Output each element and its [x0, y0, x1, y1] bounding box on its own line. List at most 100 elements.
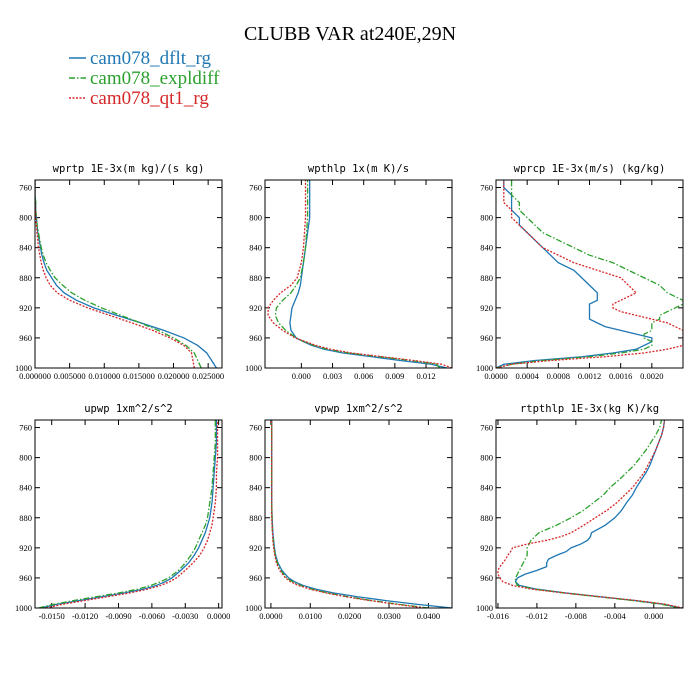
panel-title: wpthlp 1x(m K)/s: [308, 163, 409, 175]
y-tick-label: 920: [19, 543, 32, 553]
y-tick-label: 920: [249, 543, 262, 553]
x-tick-label: 0.0100: [299, 611, 322, 621]
y-tick-label: 800: [19, 213, 32, 223]
y-tick-label: 760: [19, 183, 32, 193]
x-tick-label: 0.025000: [192, 371, 224, 381]
y-tick-label: 960: [480, 573, 493, 583]
y-tick-label: 760: [249, 183, 262, 193]
panel-title: wprtp 1E-3x(m kg)/(s kg): [53, 163, 205, 175]
x-tick-label: 0.0400: [417, 611, 440, 621]
x-tick-label: 0.0004: [515, 371, 539, 381]
x-tick-label: 0.006: [354, 371, 373, 381]
x-tick-label: -0.004: [604, 611, 627, 621]
x-tick-label: -0.0120: [72, 611, 98, 621]
y-tick-label: 920: [249, 303, 262, 313]
x-tick-label: 0.0000: [484, 371, 507, 381]
x-tick-label: 0.0012: [578, 371, 601, 381]
y-tick-label: 880: [249, 273, 262, 283]
panel-title: rtpthlp 1E-3x(kg K)/kg: [520, 403, 659, 415]
legend: cam078_dflt_rg cam078_expldiff cam078_qt…: [69, 48, 220, 109]
series-line-cam078_qt1_rg: [267, 180, 452, 368]
x-tick-label: -0.0150: [39, 611, 65, 621]
series-line-cam078_dflt_rg: [271, 420, 452, 608]
y-tick-label: 920: [480, 543, 493, 553]
series-line-cam078_dflt_rg: [496, 180, 653, 368]
panel-4: vpwp 1xm^2/s^2 0.0000 0.0100 0.0200 0.0300 0.…: [245, 403, 453, 621]
x-tick-label: 0.0016: [609, 371, 632, 381]
panel-1: wpthlp 1x(m K)/s 0.000 0.003 0.006 0.009 0.01…: [245, 163, 453, 381]
y-tick-label: 800: [249, 213, 262, 223]
y-tick-label: 880: [249, 513, 262, 523]
plot-frame: [34, 179, 223, 369]
series-line-cam078_dflt_rg: [514, 420, 682, 608]
panel-title: wprcp 1E-3x(m/s) (kg/kg): [514, 163, 666, 175]
plot-frame: [264, 179, 453, 369]
y-tick-label: 840: [480, 483, 493, 493]
x-tick-label: -0.016: [487, 611, 509, 621]
y-tick-label: 960: [19, 573, 32, 583]
x-tick-label: 0.010000: [88, 371, 120, 381]
x-tick-label: 0.0000: [259, 611, 282, 621]
panel-5: rtpthlp 1E-3x(kg K)/kg -0.016 -0.012 -0.008…: [476, 403, 684, 621]
x-tick-label: -0.008: [565, 611, 587, 621]
y-tick-label: 760: [480, 183, 493, 193]
plot-frame: [495, 419, 684, 609]
plot-frame: [34, 419, 223, 609]
y-tick-label: 840: [480, 243, 493, 253]
x-tick-label: 0.009: [385, 371, 404, 381]
plot-frame: [495, 179, 684, 369]
legend-label-expldiff: cam078_expldiff: [90, 68, 220, 89]
x-tick-label: 0.000: [644, 611, 663, 621]
y-tick-label: 960: [480, 333, 493, 343]
panel-0: wprtp 1E-3x(m kg)/(s kg) 0.000000 0.005000…: [15, 163, 224, 381]
y-tick-label: 1000: [15, 363, 32, 373]
y-tick-label: 800: [19, 453, 32, 463]
plot-frame: [264, 419, 453, 609]
y-tick-label: 960: [249, 333, 262, 343]
y-tick-label: 960: [19, 333, 32, 343]
y-tick-label: 880: [19, 513, 32, 523]
panel-title: vpwp 1xm^2/s^2: [314, 403, 403, 415]
y-tick-label: 1000: [476, 363, 493, 373]
y-tick-label: 840: [19, 483, 32, 493]
x-tick-label: 0.0008: [547, 371, 570, 381]
series-line-cam078_qt1_rg: [45, 420, 219, 608]
y-tick-label: 920: [480, 303, 493, 313]
y-tick-label: 840: [249, 483, 262, 493]
y-tick-label: 960: [249, 573, 262, 583]
legend-label-dflt: cam078_dflt_rg: [90, 48, 212, 69]
y-tick-label: 1000: [15, 603, 32, 613]
y-tick-label: 800: [480, 213, 493, 223]
series-line-cam078_dflt_rg: [35, 180, 218, 368]
y-tick-label: 760: [249, 423, 262, 433]
x-tick-label: 0.000000: [19, 371, 51, 381]
y-tick-label: 1000: [476, 603, 493, 613]
panel-2: wprcp 1E-3x(m/s) (kg/kg) 0.0000 0.0004 0.00…: [476, 163, 684, 381]
y-tick-label: 840: [19, 243, 32, 253]
series-line-cam078_expldiff: [271, 420, 429, 608]
x-tick-label: 0.015000: [123, 371, 155, 381]
legend-label-qt1: cam078_qt1_rg: [90, 88, 209, 109]
panel-title: upwp 1xm^2/s^2: [84, 403, 173, 415]
y-tick-label: 1000: [245, 363, 262, 373]
series-line-cam078_qt1_rg: [496, 180, 683, 368]
figure-title: CLUBB VAR at240E,29N: [244, 23, 456, 45]
x-tick-label: -0.0090: [105, 611, 131, 621]
x-tick-label: 0.003: [323, 371, 342, 381]
y-tick-label: 800: [480, 453, 493, 463]
series-line-cam078_dflt_rg: [40, 420, 218, 608]
y-tick-label: 880: [480, 273, 493, 283]
y-tick-label: 880: [19, 273, 32, 283]
x-tick-label: 0.0020: [640, 371, 663, 381]
y-tick-label: 840: [249, 243, 262, 253]
y-tick-label: 760: [480, 423, 493, 433]
x-tick-label: 0.012: [416, 371, 435, 381]
panels: wprtp 1E-3x(m kg)/(s kg) 0.000000 0.005000…: [15, 163, 684, 621]
x-tick-label: 0.0000: [207, 611, 230, 621]
x-tick-label: 0.020000: [158, 371, 190, 381]
series-line-cam078_qt1_rg: [271, 420, 425, 608]
series-line-cam078_expldiff: [38, 420, 216, 608]
x-tick-label: 0.0300: [377, 611, 400, 621]
x-tick-label: -0.0060: [139, 611, 165, 621]
